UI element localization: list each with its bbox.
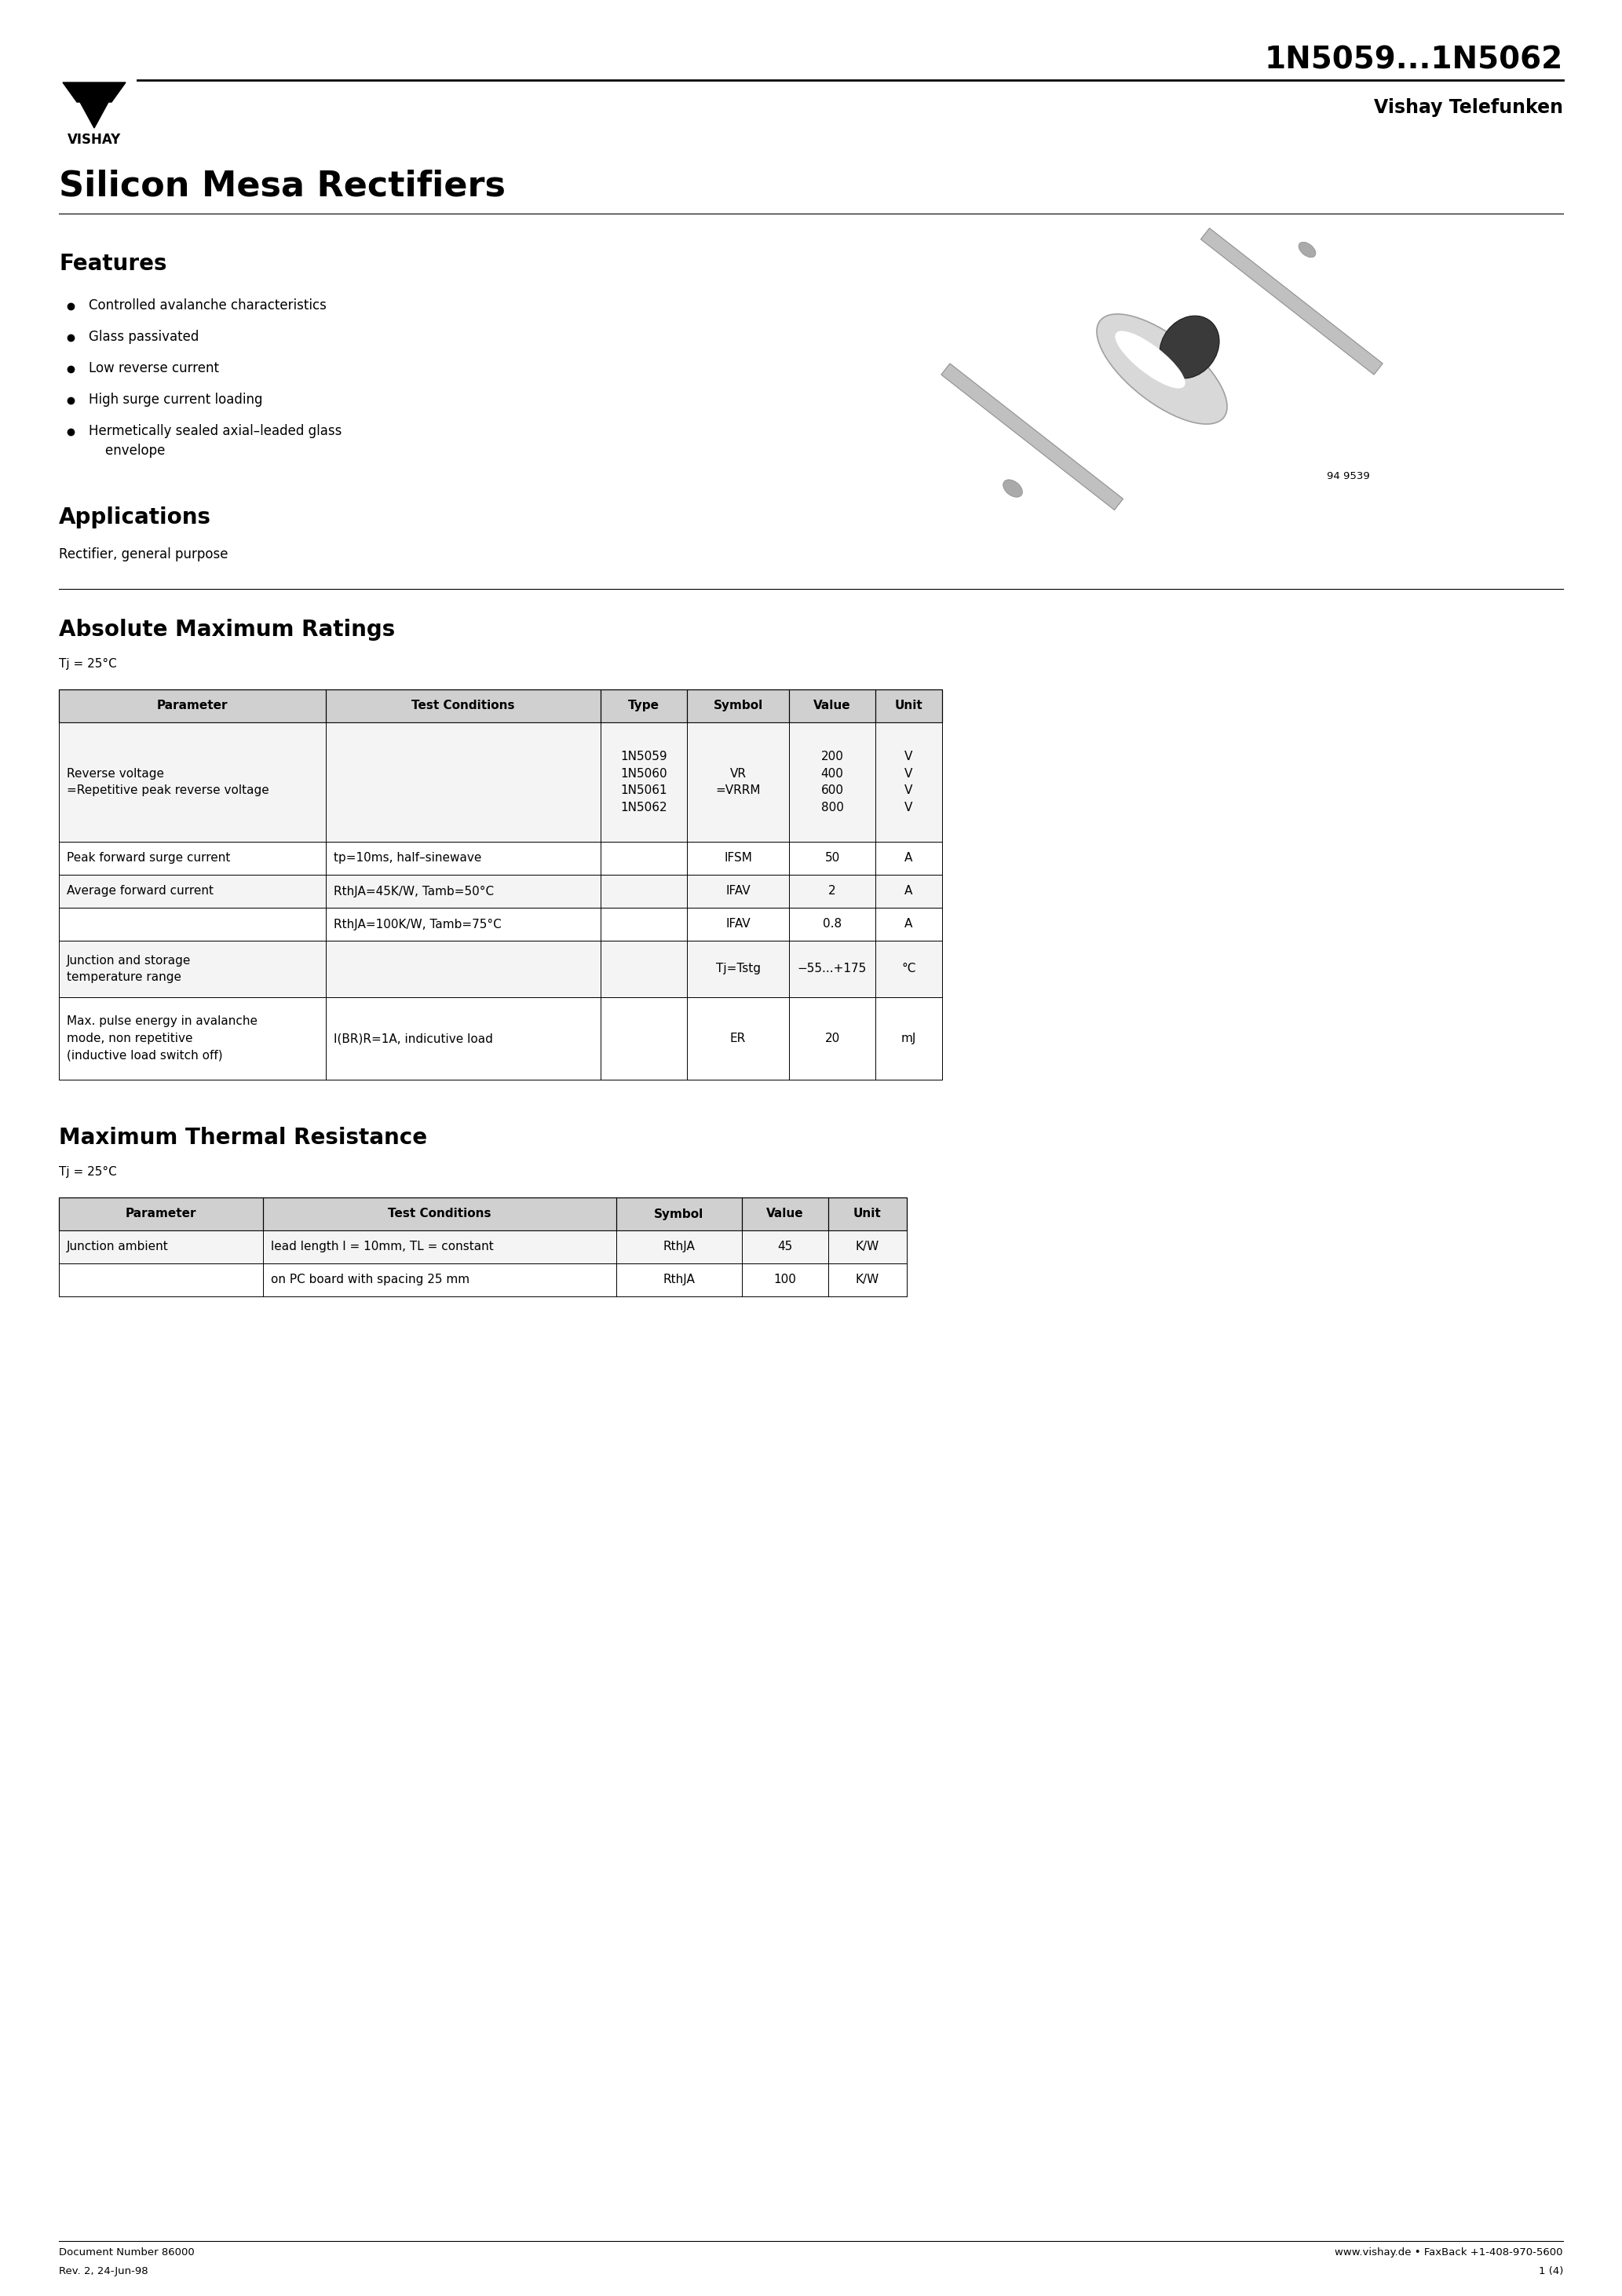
Text: Tj=Tstg: Tj=Tstg [715, 962, 761, 976]
Text: lead length l = 10mm, TL = constant: lead length l = 10mm, TL = constant [271, 1242, 493, 1254]
Text: VISHAY: VISHAY [68, 133, 122, 147]
Text: Vishay Telefunken: Vishay Telefunken [1374, 99, 1564, 117]
Text: 20: 20 [824, 1033, 840, 1045]
Text: Unit: Unit [853, 1208, 882, 1219]
Text: RthJA=100K/W, Tamb=75°C: RthJA=100K/W, Tamb=75°C [334, 918, 501, 930]
Text: I(BR)R=1A, indicutive load: I(BR)R=1A, indicutive load [334, 1033, 493, 1045]
Text: Unit: Unit [895, 700, 923, 712]
Text: IFAV: IFAV [725, 886, 751, 898]
Ellipse shape [1160, 317, 1220, 379]
Text: 0.8: 0.8 [822, 918, 842, 930]
Text: Type: Type [628, 700, 660, 712]
Text: 94 9539: 94 9539 [1327, 471, 1371, 482]
Text: −55...+175: −55...+175 [798, 962, 866, 976]
Text: IFAV: IFAV [725, 918, 751, 930]
Text: A: A [905, 918, 913, 930]
Text: Absolute Maximum Ratings: Absolute Maximum Ratings [58, 618, 396, 641]
Text: Document Number 86000: Document Number 86000 [58, 2248, 195, 2257]
Ellipse shape [1114, 331, 1186, 388]
Text: A: A [905, 886, 913, 898]
FancyBboxPatch shape [58, 907, 942, 941]
Text: RthJA: RthJA [663, 1242, 696, 1254]
Text: Maximum Thermal Resistance: Maximum Thermal Resistance [58, 1127, 427, 1148]
Text: 1N5059...1N5062: 1N5059...1N5062 [1265, 46, 1564, 76]
Text: Controlled avalanche characteristics: Controlled avalanche characteristics [89, 298, 326, 312]
Text: 1N5059
1N5060
1N5061
1N5062: 1N5059 1N5060 1N5061 1N5062 [620, 751, 667, 813]
Text: Tj = 25°C: Tj = 25°C [58, 659, 117, 670]
Text: Rev. 2, 24-Jun-98: Rev. 2, 24-Jun-98 [58, 2266, 148, 2275]
Text: Applications: Applications [58, 507, 211, 528]
FancyBboxPatch shape [1200, 227, 1382, 374]
Text: ER: ER [730, 1033, 746, 1045]
FancyBboxPatch shape [58, 843, 942, 875]
FancyBboxPatch shape [941, 363, 1122, 510]
Text: Max. pulse energy in avalanche
mode, non repetitive
(inductive load switch off): Max. pulse energy in avalanche mode, non… [67, 1015, 258, 1061]
Text: 200
400
600
800: 200 400 600 800 [821, 751, 843, 813]
Ellipse shape [1002, 480, 1022, 498]
FancyBboxPatch shape [58, 1231, 907, 1263]
Text: www.vishay.de • FaxBack +1-408-970-5600: www.vishay.de • FaxBack +1-408-970-5600 [1335, 2248, 1564, 2257]
Text: Symbol: Symbol [714, 700, 762, 712]
Text: 100: 100 [774, 1274, 796, 1286]
Text: Peak forward surge current: Peak forward surge current [67, 852, 230, 863]
FancyBboxPatch shape [58, 689, 942, 723]
Text: Tj = 25°C: Tj = 25°C [58, 1166, 117, 1178]
Ellipse shape [1096, 315, 1228, 425]
Text: V
V
V
V: V V V V [905, 751, 913, 813]
Text: RthJA=45K/W, Tamb=50°C: RthJA=45K/W, Tamb=50°C [334, 886, 495, 898]
Text: tp=10ms, half–sinewave: tp=10ms, half–sinewave [334, 852, 482, 863]
Text: Test Conditions: Test Conditions [412, 700, 514, 712]
Text: Junction and storage
temperature range: Junction and storage temperature range [67, 955, 191, 983]
Text: Value: Value [767, 1208, 805, 1219]
FancyBboxPatch shape [58, 723, 942, 843]
FancyBboxPatch shape [58, 1263, 907, 1297]
Text: Parameter: Parameter [157, 700, 227, 712]
FancyBboxPatch shape [58, 996, 942, 1079]
Text: 2: 2 [829, 886, 835, 898]
Text: IFSM: IFSM [723, 852, 753, 863]
Text: Average forward current: Average forward current [67, 886, 214, 898]
Text: 45: 45 [777, 1242, 793, 1254]
Text: Symbol: Symbol [654, 1208, 704, 1219]
Text: Features: Features [58, 253, 167, 276]
FancyBboxPatch shape [58, 941, 942, 996]
Text: Hermetically sealed axial–leaded glass
    envelope: Hermetically sealed axial–leaded glass e… [89, 425, 342, 457]
Text: °C: °C [902, 962, 916, 976]
FancyBboxPatch shape [58, 1199, 907, 1231]
Text: Silicon Mesa Rectifiers: Silicon Mesa Rectifiers [58, 170, 506, 202]
Text: Junction ambient: Junction ambient [67, 1242, 169, 1254]
Text: on PC board with spacing 25 mm: on PC board with spacing 25 mm [271, 1274, 470, 1286]
Text: 50: 50 [824, 852, 840, 863]
Text: Parameter: Parameter [125, 1208, 196, 1219]
FancyBboxPatch shape [58, 875, 942, 907]
Text: Rectifier, general purpose: Rectifier, general purpose [58, 546, 229, 563]
Text: High surge current loading: High surge current loading [89, 393, 263, 406]
Text: Low reverse current: Low reverse current [89, 360, 219, 374]
Text: A: A [905, 852, 913, 863]
Polygon shape [63, 83, 125, 101]
Text: RthJA: RthJA [663, 1274, 696, 1286]
Text: 1 (4): 1 (4) [1539, 2266, 1564, 2275]
Text: Value: Value [814, 700, 852, 712]
Text: mJ: mJ [902, 1033, 916, 1045]
Text: Reverse voltage
=Repetitive peak reverse voltage: Reverse voltage =Repetitive peak reverse… [67, 767, 269, 797]
Text: K/W: K/W [856, 1242, 879, 1254]
Ellipse shape [1299, 241, 1315, 257]
Text: K/W: K/W [856, 1274, 879, 1286]
Text: Test Conditions: Test Conditions [388, 1208, 491, 1219]
Polygon shape [79, 101, 109, 129]
Text: VR
=VRRM: VR =VRRM [715, 767, 761, 797]
Text: Glass passivated: Glass passivated [89, 331, 200, 344]
